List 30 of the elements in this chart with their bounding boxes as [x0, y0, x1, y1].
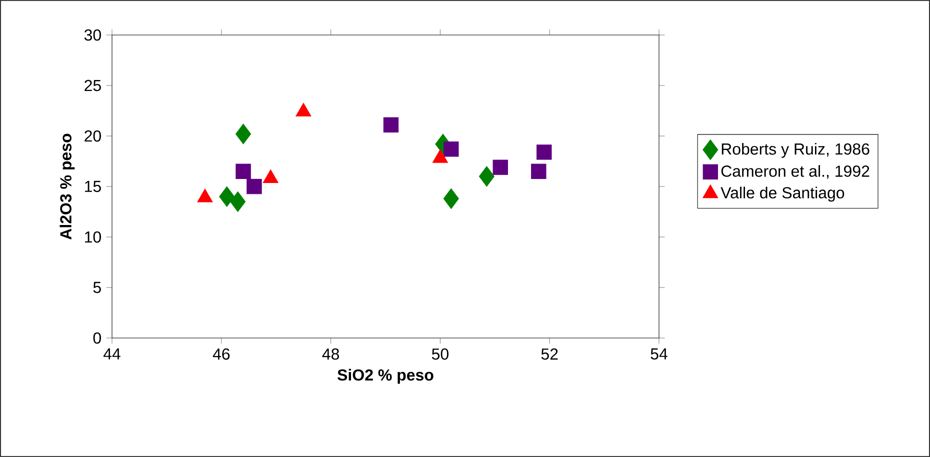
x-tick-label: 48 — [322, 348, 339, 360]
point — [230, 191, 246, 212]
point — [246, 178, 262, 194]
y-tick-label: 0 — [93, 332, 101, 344]
y-tick-label: 10 — [85, 231, 101, 243]
legend-label: Valle de Santiago — [720, 186, 844, 202]
y-tick-label: 20 — [84, 130, 101, 142]
y-axis-title: Al2O3 % peso — [60, 134, 75, 240]
point — [536, 144, 552, 160]
point — [492, 160, 508, 175]
point — [531, 164, 546, 179]
point — [219, 186, 235, 207]
point — [236, 124, 252, 144]
x-tick-label: 44 — [103, 348, 120, 360]
x-axis-title: SiO2 % peso — [338, 368, 434, 384]
point — [444, 142, 459, 157]
y-tick-label: 25 — [84, 80, 101, 92]
point — [478, 166, 494, 187]
x-tick-label: 52 — [541, 348, 558, 360]
point — [443, 188, 459, 209]
point — [236, 164, 251, 179]
y-tick-label: 15 — [85, 180, 101, 192]
point — [383, 117, 399, 132]
x-tick-label: 54 — [650, 348, 668, 360]
legend-label: Roberts y Ruiz, 1986 — [722, 142, 870, 158]
x-tick-label: 46 — [212, 348, 230, 360]
y-tick-label: 5 — [93, 282, 101, 294]
y-tick-label: 30 — [84, 29, 101, 41]
x-tick-label: 50 — [432, 348, 448, 360]
legend-label: Cameron et al., 1992 — [721, 165, 870, 179]
